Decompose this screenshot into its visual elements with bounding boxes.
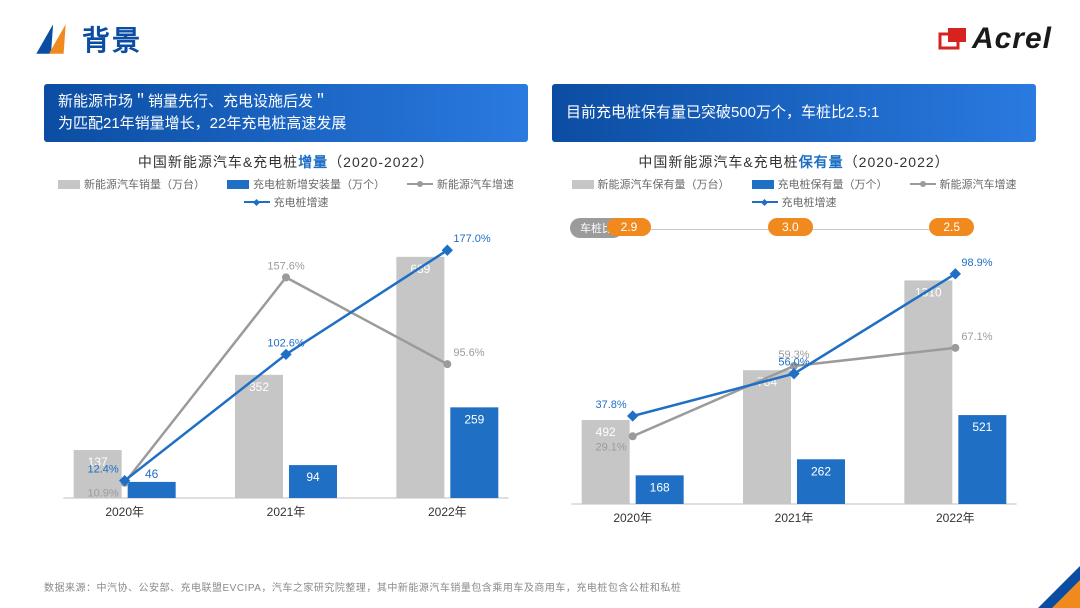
right-ct-post: （2020-2022） bbox=[844, 154, 950, 170]
svg-text:157.6%: 157.6% bbox=[267, 260, 305, 272]
left-panel: 新能源市场＂销量先行、充电设施后发＂ 为匹配21年销量增长，22年充电桩高速发展… bbox=[44, 84, 528, 582]
svg-text:259: 259 bbox=[464, 412, 484, 426]
svg-text:2022年: 2022年 bbox=[936, 511, 975, 525]
panels: 新能源市场＂销量先行、充电设施后发＂ 为匹配21年销量增长，22年充电桩高速发展… bbox=[44, 84, 1036, 582]
right-ct-pre: 中国新能源汽车&充电桩 bbox=[638, 154, 798, 170]
right-ct-hl: 保有量 bbox=[799, 154, 844, 170]
ratio-row: 车桩比2.93.02.5 bbox=[552, 218, 1036, 240]
svg-text:2020年: 2020年 bbox=[613, 511, 652, 525]
brand-logo: Acrel bbox=[938, 22, 1052, 56]
title-bar: 背景 bbox=[30, 18, 142, 60]
right-chart-svg: 4921682020年7842622021年13105212022年29.1%5… bbox=[552, 242, 1036, 582]
svg-text:262: 262 bbox=[811, 464, 831, 478]
left-ct-hl: 增量 bbox=[298, 154, 328, 170]
title-accent-icon bbox=[30, 18, 72, 60]
svg-text:102.6%: 102.6% bbox=[267, 337, 305, 349]
data-source: 数据来源：中汽协、公安部、充电联盟EVCIPA，汽车之家研究院整理，其中新能源汽… bbox=[44, 579, 681, 594]
svg-text:492: 492 bbox=[596, 425, 616, 439]
svg-text:2020年: 2020年 bbox=[105, 505, 144, 519]
left-ct-pre: 中国新能源汽车&充电桩 bbox=[138, 154, 298, 170]
svg-text:168: 168 bbox=[650, 480, 670, 494]
left-chart-title: 中国新能源汽车&充电桩增量（2020-2022） bbox=[44, 152, 528, 172]
svg-text:10.9%: 10.9% bbox=[87, 488, 118, 500]
svg-text:2021年: 2021年 bbox=[267, 505, 306, 519]
svg-text:95.6%: 95.6% bbox=[453, 347, 484, 359]
left-header: 新能源市场＂销量先行、充电设施后发＂ 为匹配21年销量增长，22年充电桩高速发展 bbox=[44, 84, 528, 142]
right-chart: 4921682020年7842622021年13105212022年29.1%5… bbox=[552, 242, 1036, 582]
right-legend: 新能源汽车保有量（万台）充电桩保有量（万个）新能源汽车增速充电桩增速 bbox=[552, 176, 1036, 210]
svg-text:94: 94 bbox=[306, 470, 320, 484]
svg-text:67.1%: 67.1% bbox=[961, 331, 992, 343]
svg-text:177.0%: 177.0% bbox=[453, 233, 491, 245]
svg-text:2021年: 2021年 bbox=[775, 511, 814, 525]
left-header-line1: 新能源市场＂销量先行、充电设施后发＂ bbox=[58, 91, 514, 114]
svg-text:46: 46 bbox=[145, 467, 159, 481]
left-ct-post: （2020-2022） bbox=[328, 154, 434, 170]
logo-text: Acrel bbox=[972, 22, 1052, 56]
svg-text:12.4%: 12.4% bbox=[87, 464, 118, 476]
svg-text:2022年: 2022年 bbox=[428, 505, 467, 519]
right-header: 目前充电桩保有量已突破500万个，车桩比2.5:1 bbox=[552, 84, 1036, 142]
svg-text:98.9%: 98.9% bbox=[961, 257, 992, 269]
slide: 背景 Acrel 新能源市场＂销量先行、充电设施后发＂ 为匹配21年销量增长，2… bbox=[0, 0, 1080, 608]
logo-icon bbox=[938, 26, 968, 52]
left-legend: 新能源汽车销量（万台）充电桩新增安装量（万个）新能源汽车增速充电桩增速 bbox=[44, 176, 528, 210]
right-header-line1: 目前充电桩保有量已突破500万个，车桩比2.5:1 bbox=[566, 102, 1022, 125]
svg-text:56.0%: 56.0% bbox=[778, 357, 809, 369]
left-chart: 137462020年352942021年6892592022年10.9%157.… bbox=[44, 212, 528, 582]
right-chart-title: 中国新能源汽车&充电桩保有量（2020-2022） bbox=[552, 152, 1036, 172]
left-chart-svg: 137462020年352942021年6892592022年10.9%157.… bbox=[44, 212, 528, 582]
svg-text:37.8%: 37.8% bbox=[595, 399, 626, 411]
right-panel: 目前充电桩保有量已突破500万个，车桩比2.5:1 中国新能源汽车&充电桩保有量… bbox=[552, 84, 1036, 582]
page-title: 背景 bbox=[82, 19, 142, 59]
svg-text:521: 521 bbox=[972, 420, 992, 434]
left-header-line2: 为匹配21年销量增长，22年充电桩高速发展 bbox=[58, 113, 514, 136]
svg-text:29.1%: 29.1% bbox=[595, 441, 626, 453]
corner-accent-2 bbox=[1052, 580, 1080, 608]
